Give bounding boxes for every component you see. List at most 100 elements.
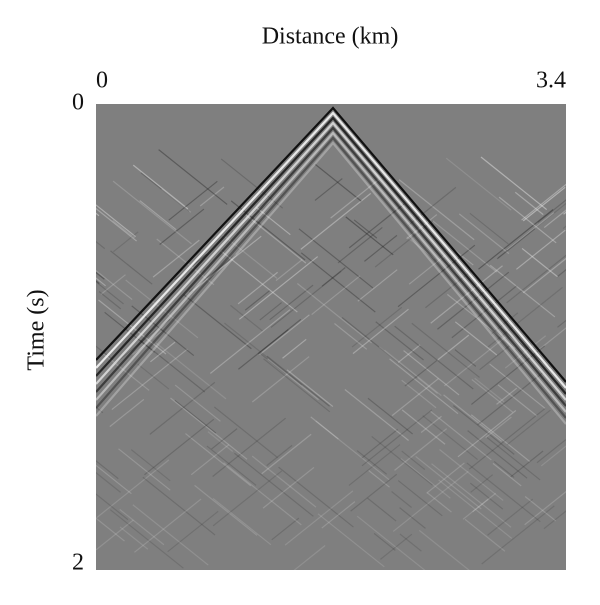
texture [379, 533, 413, 560]
texture [485, 416, 512, 439]
texture [430, 410, 492, 461]
texture [514, 191, 544, 216]
x-tick-label: 0 [96, 68, 108, 94]
texture [223, 462, 302, 526]
texture [298, 228, 374, 289]
texture [284, 490, 354, 546]
texture [399, 507, 426, 529]
texture [209, 309, 291, 374]
texture [406, 236, 435, 260]
texture [397, 244, 476, 308]
texture [109, 398, 145, 428]
texture [401, 450, 426, 470]
texture [112, 180, 192, 245]
texture [394, 428, 448, 471]
texture [357, 269, 398, 302]
image-background [96, 104, 566, 570]
texture [492, 462, 522, 487]
texture [125, 279, 199, 339]
y-tick-label: 2 [72, 550, 84, 576]
texture [211, 428, 238, 450]
texture [406, 214, 438, 240]
texture [212, 470, 283, 527]
texture [212, 497, 272, 546]
texture [471, 378, 514, 413]
texture [96, 212, 100, 217]
texture [437, 257, 481, 293]
texture [401, 409, 446, 445]
texture [244, 290, 270, 311]
texture [521, 247, 559, 278]
texture [96, 517, 125, 542]
texture [481, 505, 555, 565]
texture [119, 508, 165, 546]
texture [451, 285, 518, 339]
texture [470, 474, 494, 493]
texture [194, 484, 258, 536]
y-tick-label: 0 [72, 90, 84, 116]
texture [458, 213, 510, 255]
wavefront [96, 121, 566, 401]
texture [259, 314, 310, 356]
texture [506, 254, 566, 304]
texture [506, 409, 551, 446]
texture [174, 399, 217, 434]
texture [111, 348, 188, 411]
texture [139, 339, 206, 393]
texture [112, 219, 135, 239]
texture [489, 363, 546, 409]
texture [351, 306, 403, 348]
texture [251, 356, 310, 403]
texture [394, 325, 474, 390]
texture [130, 449, 171, 482]
texture [392, 470, 469, 532]
texture [100, 274, 126, 295]
texture [158, 149, 228, 205]
texture [113, 231, 139, 253]
texture [150, 341, 176, 363]
texture [337, 226, 383, 264]
texture [152, 239, 200, 278]
texture [245, 214, 307, 264]
texture [118, 448, 171, 491]
texture [286, 369, 334, 408]
texture [378, 346, 438, 394]
texture [368, 470, 390, 488]
texture [168, 180, 218, 221]
texture [149, 381, 216, 435]
texture [278, 466, 354, 528]
texture [251, 455, 317, 508]
texture [420, 415, 442, 433]
texture [486, 436, 541, 481]
texture [275, 259, 303, 282]
texture [213, 406, 278, 459]
texture [159, 208, 205, 245]
texture [224, 322, 303, 386]
texture [139, 200, 177, 231]
texture [487, 498, 534, 536]
texture [271, 517, 300, 541]
texture [96, 519, 134, 551]
texture [207, 431, 234, 452]
texture [398, 179, 475, 241]
texture [212, 417, 286, 477]
texture [557, 319, 566, 328]
texture [403, 350, 460, 396]
texture [496, 228, 536, 260]
texture [474, 377, 505, 403]
texture [506, 212, 555, 251]
texture [119, 526, 149, 550]
texture [389, 358, 459, 415]
texture [462, 498, 489, 520]
texture [98, 291, 122, 310]
texture [98, 299, 167, 355]
texture [375, 321, 424, 361]
texture [270, 270, 342, 328]
texture [356, 515, 426, 570]
wavefront [96, 126, 566, 407]
texture [96, 204, 137, 238]
texture [467, 430, 528, 479]
texture [478, 209, 554, 270]
texture [443, 336, 506, 387]
